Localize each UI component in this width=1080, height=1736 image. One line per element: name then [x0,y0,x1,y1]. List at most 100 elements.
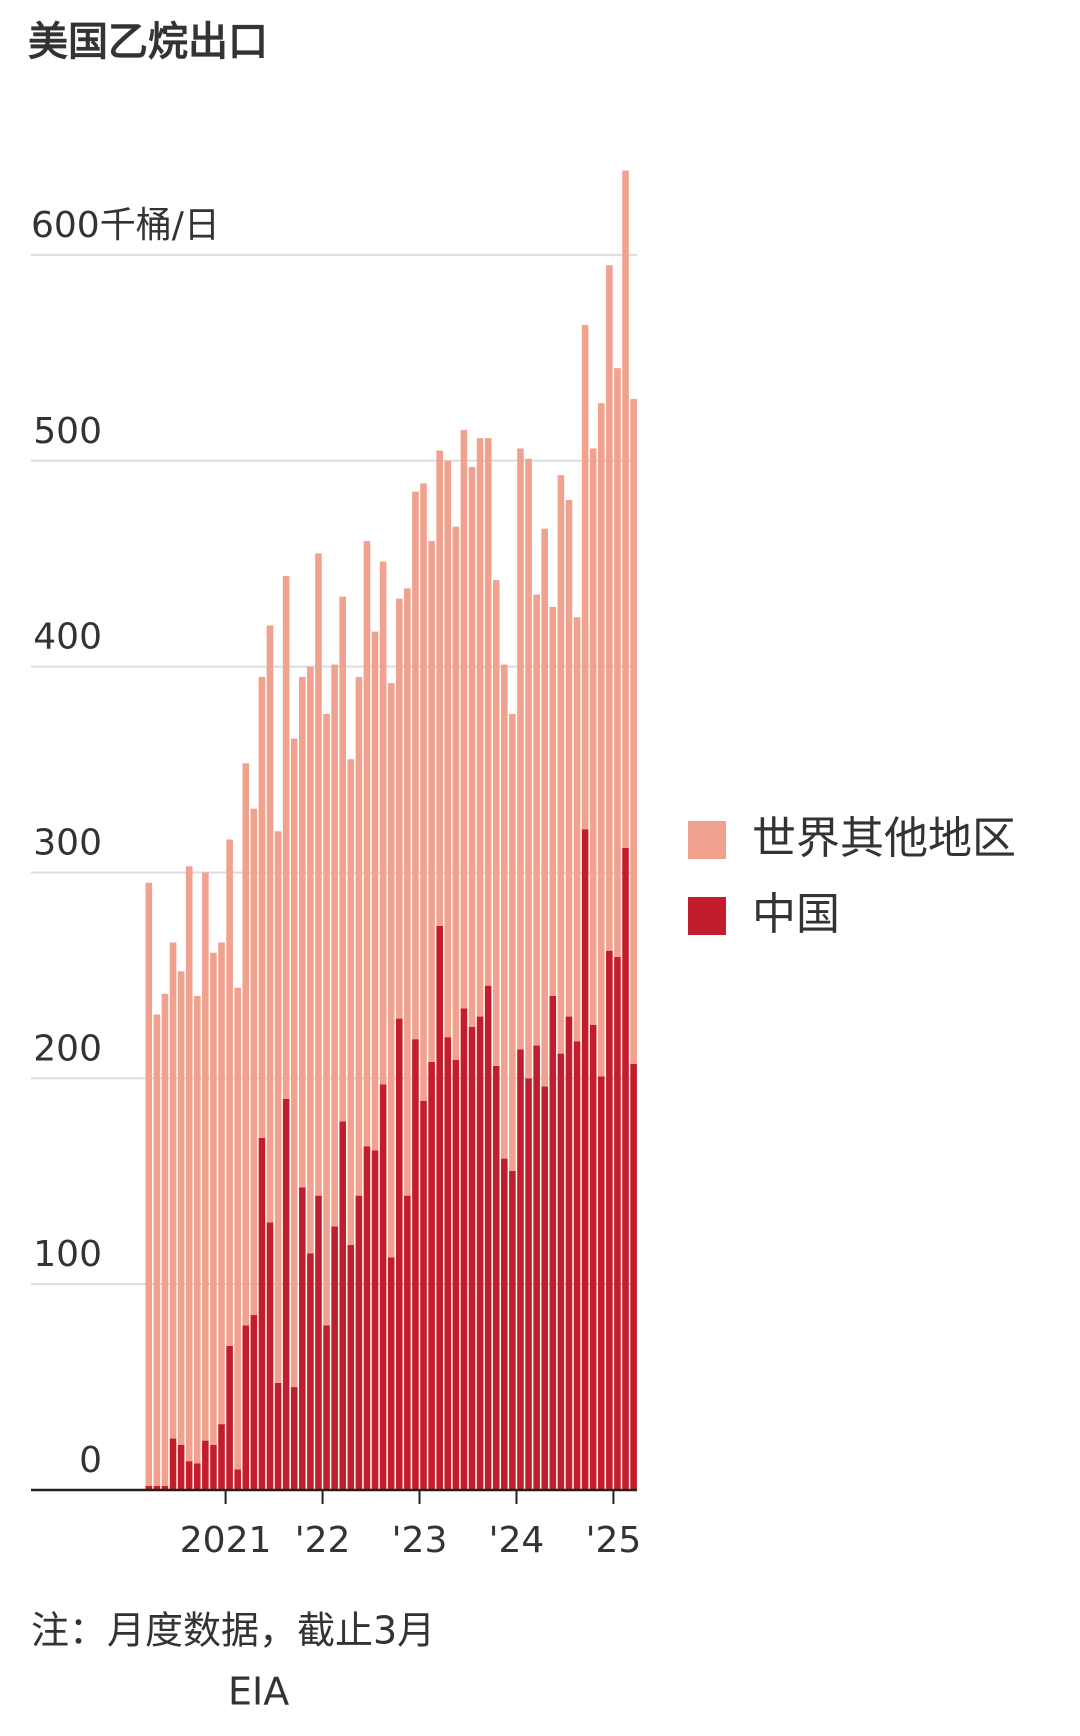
bar-segment [444,460,452,1038]
bar-segment [501,1158,508,1490]
bar-segment [193,995,201,1464]
bar-segment [501,664,508,1159]
bar-segment [476,1016,484,1490]
bar-segment [177,971,185,1445]
bar-segment [315,553,322,1196]
bar-segment [492,580,500,1066]
bar-segment [428,541,435,1062]
bar-segment [581,829,589,1490]
y-tick-label: 600千桶/日 [31,205,220,246]
bar-segment [589,448,597,1025]
bar-segment [145,1485,153,1490]
bar-segment [614,956,621,1490]
bar-segment [573,617,581,1042]
bar-segment [436,450,443,926]
bar-segment [517,1049,524,1490]
y-tick-label: 100 [33,1234,102,1275]
bar-segment [210,1444,217,1490]
y-tick-label: 500 [33,411,102,452]
bar-segment [363,541,371,1147]
bar-segment [622,170,629,848]
bar-segment [226,839,233,1346]
bar-segment [614,368,621,957]
bar-segment [266,625,274,1223]
bar-segment [250,1315,258,1490]
bar-segment [484,985,492,1490]
bar-segment [509,1170,516,1490]
bar-segment [452,526,460,1060]
bar-segment [541,528,549,1087]
bar-segment [492,1065,500,1490]
bar-segment [557,1053,565,1490]
bar-segment [371,631,379,1151]
bar-segment [161,993,169,1486]
bar-segment [153,1014,161,1486]
bar-segment [282,1098,290,1490]
bar-segment [331,1226,338,1490]
bar-segment [250,808,258,1316]
x-tick-label: '25 [586,1520,642,1561]
bar-segment [347,759,355,1246]
bar-segment [323,713,330,1326]
y-tick-label: 0 [79,1440,102,1481]
bar-segment [476,438,484,1017]
bar-segment [177,1444,185,1490]
bar-segment [525,458,532,1079]
bar-segment [379,561,387,1085]
bar-segment [412,491,419,1040]
bar-segment [606,950,613,1490]
bar-segment [630,399,637,1064]
bar-segment [452,1059,460,1490]
bar-segment [420,1100,427,1490]
bar-segment [274,1382,282,1490]
bar-segment [420,483,427,1101]
bar-segment [460,429,468,1009]
legend-swatch [688,821,726,859]
bar-segment [468,1026,476,1490]
y-tick-label: 400 [33,617,102,658]
bar-segment [299,1187,306,1490]
x-tick-label: '22 [295,1520,351,1561]
bar-segment [573,1041,581,1490]
bar-segment [282,576,290,1099]
bar-segment [202,1440,209,1490]
bar-segment [226,1345,233,1490]
bar-segment [347,1245,355,1490]
bar-segment [355,1195,363,1490]
bar-segment [290,1387,298,1490]
source: EIA [228,1670,289,1714]
bar-segment [436,925,443,1490]
bar-segment [242,1325,250,1490]
bar-segment [258,1138,266,1490]
bar-segment [274,831,282,1383]
bar-segment [210,952,217,1445]
bar-segment [339,1121,347,1490]
bar-segment [460,1008,468,1490]
bar-segment [597,403,605,1077]
bar-segment [218,942,225,1425]
bar-segment [606,265,613,951]
bar-segment [484,438,492,986]
legend-label: 中国 [752,889,840,940]
legend-swatch [688,897,726,935]
bar-segment [307,1253,314,1490]
x-tick-label: '23 [392,1520,448,1561]
bar-segment [153,1485,161,1490]
bar-segment [315,1195,322,1490]
bar-segment [565,499,573,1017]
bar-segment [266,1222,274,1490]
bar-segment [597,1076,605,1490]
x-tick-label: 2021 [180,1520,272,1561]
bar-segment [258,676,266,1139]
bar-segment [549,995,557,1490]
bar-segment [185,866,193,1462]
bar-segment [234,987,241,1470]
bar-segment [355,676,363,1196]
bar-segment [169,942,177,1439]
bar-segment [395,1018,403,1490]
bar-segment [622,847,629,1490]
bar-segment [589,1024,597,1490]
bar-segment [630,1063,637,1490]
bar-segment [145,882,153,1486]
